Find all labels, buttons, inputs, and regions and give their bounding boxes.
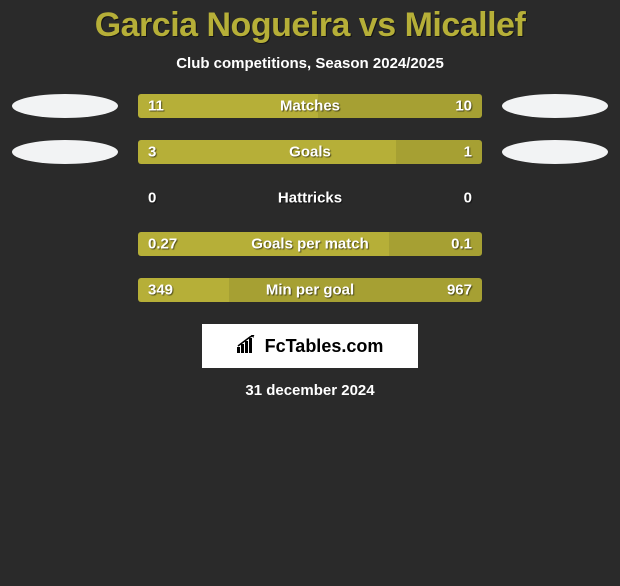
stat-value-left: 11	[148, 98, 164, 115]
stat-bar: 11 10 Matches	[138, 94, 482, 118]
stat-value-left: 3	[148, 144, 156, 161]
subtitle: Club competitions, Season 2024/2025	[0, 55, 620, 72]
stat-row: 0.27 0.1 Goals per match	[0, 232, 620, 256]
left-badge-slot	[12, 94, 138, 118]
stat-label: Min per goal	[266, 282, 354, 299]
stat-value-left: 349	[148, 282, 173, 299]
player-badge-left	[12, 94, 118, 118]
stat-row: 11 10 Matches	[0, 94, 620, 118]
stat-label: Hattricks	[278, 190, 342, 207]
left-badge-slot	[12, 140, 138, 164]
stat-value-left: 0.27	[148, 236, 177, 253]
player-badge-left	[12, 140, 118, 164]
stat-bar: 349 967 Min per goal	[138, 278, 482, 302]
generated-date: 31 december 2024	[0, 382, 620, 399]
stat-bar: 0 0 Hattricks	[138, 186, 482, 210]
stat-row: 3 1 Goals	[0, 140, 620, 164]
stat-label: Matches	[280, 98, 340, 115]
stat-bar: 0.27 0.1 Goals per match	[138, 232, 482, 256]
stat-value-right: 10	[455, 98, 472, 115]
brand-text: FcTables.com	[265, 336, 384, 357]
stats-container: 11 10 Matches 3 1 Goals 0 0 Hattricks 0.27 0.1 Goal…	[0, 94, 620, 302]
stat-label: Goals	[289, 144, 331, 161]
stat-label: Goals per match	[251, 236, 369, 253]
stat-value-right: 1	[464, 144, 472, 161]
stat-value-right: 0.1	[451, 236, 472, 253]
stat-bar-left-fill	[138, 140, 396, 164]
stat-bar: 3 1 Goals	[138, 140, 482, 164]
stat-row: 349 967 Min per goal	[0, 278, 620, 302]
bar-chart-icon	[237, 335, 259, 358]
stat-row: 0 0 Hattricks	[0, 186, 620, 210]
player-badge-right	[502, 94, 608, 118]
player-badge-right	[502, 140, 608, 164]
stat-value-left: 0	[148, 190, 156, 207]
stat-value-right: 967	[447, 282, 472, 299]
right-badge-slot	[482, 140, 608, 164]
brand-badge[interactable]: FcTables.com	[202, 324, 418, 368]
page-title: Garcia Nogueira vs Micallef	[0, 6, 620, 45]
stat-value-right: 0	[464, 190, 472, 207]
right-badge-slot	[482, 94, 608, 118]
